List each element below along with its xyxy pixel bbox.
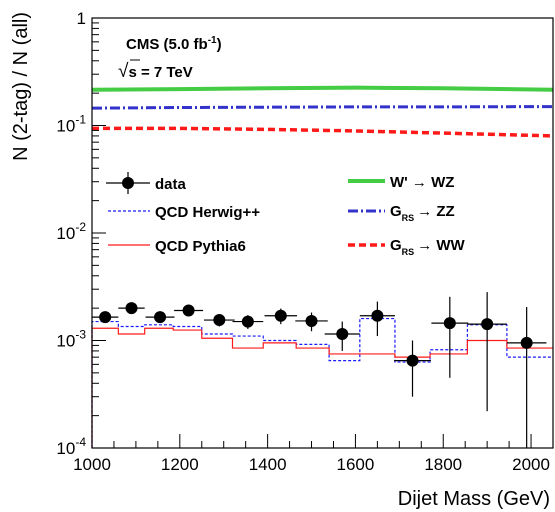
plot-area <box>91 85 554 448</box>
data-point <box>295 312 328 332</box>
signal-curve-grs-zz <box>91 105 554 110</box>
data-point <box>324 321 360 351</box>
data-point <box>174 304 204 317</box>
data-point <box>264 308 298 325</box>
y-tick-label: 10-4 <box>56 435 86 458</box>
data-marker <box>154 311 167 324</box>
x-tick-label: 1600 <box>337 455 375 474</box>
data-point <box>92 311 119 324</box>
cms-energy-label: √s = 7 TeV <box>118 61 193 82</box>
data-marker <box>274 309 287 322</box>
data-marker <box>213 314 226 327</box>
data-point <box>431 296 469 378</box>
legend-entry-data: data <box>106 172 187 194</box>
legend-label-herwig: QCD Herwig++ <box>155 204 260 221</box>
legend: data QCD Herwig++ QCD Pythia6 W' → WZ GR… <box>106 172 466 257</box>
cms-luminosity-label: CMS (5.0 fb-1) <box>126 35 222 53</box>
data-point <box>506 306 547 448</box>
legend-label-wprime: W' → WZ <box>390 174 454 191</box>
legend-entry-grs-zz: GRS → ZZ <box>348 203 455 223</box>
cms-label: CMS (5.0 fb-1) √s = 7 TeV <box>118 35 222 82</box>
data-marker <box>99 311 112 324</box>
x-axis-title: Dijet Mass (GeV) <box>398 488 550 510</box>
legend-label-grs-zz: GRS → ZZ <box>390 203 455 223</box>
histogram-pythia <box>91 327 553 448</box>
legend-label-data: data <box>155 176 187 193</box>
y-axis-title: N (2-tag) / N (all) <box>10 12 32 161</box>
histogram-herwig <box>91 317 553 448</box>
data-point <box>359 301 395 337</box>
legend-entry-pythia: QCD Pythia6 <box>108 238 246 255</box>
x-tick-label: 2000 <box>512 455 550 474</box>
y-tick-label: 10-3 <box>56 328 86 351</box>
data-point <box>118 302 145 315</box>
data-point <box>203 314 235 327</box>
x-tick-label: 1400 <box>249 455 287 474</box>
data-point <box>467 292 507 412</box>
legend-data-marker <box>122 177 134 189</box>
legend-label-pythia: QCD Pythia6 <box>155 238 246 255</box>
y-tick-label: 10-2 <box>56 220 86 243</box>
data-point <box>394 340 431 397</box>
data-marker <box>241 315 254 328</box>
data-marker <box>336 327 349 340</box>
legend-entry-herwig: QCD Herwig++ <box>108 204 260 221</box>
x-tick-label: 1000 <box>73 455 111 474</box>
signal-curve-wprime-wz <box>91 85 554 92</box>
signal-curve-grs-ww <box>92 126 554 138</box>
legend-entry-wprime: W' → WZ <box>348 174 454 191</box>
data-marker <box>520 336 533 349</box>
x-tick-label: 1800 <box>424 455 462 474</box>
data-marker <box>443 317 456 330</box>
data-marker <box>182 304 195 317</box>
axes: 1000 1200 1400 1600 1800 2000 10-4 10-3 10-2 10-1… <box>56 9 554 474</box>
data-marker <box>125 302 138 315</box>
legend-label-grs-ww: GRS → WW <box>390 237 466 257</box>
data-marker <box>481 318 494 331</box>
legend-entry-grs-ww: GRS → WW <box>348 237 466 257</box>
data-marker <box>371 309 384 322</box>
data-point <box>232 315 264 329</box>
y-tick-label: 1 <box>77 9 86 28</box>
data-marker <box>305 314 318 327</box>
y-tick-label: 10-1 <box>56 113 86 136</box>
data-point <box>145 311 175 324</box>
data-marker <box>406 354 419 367</box>
x-tick-label: 1200 <box>161 455 199 474</box>
